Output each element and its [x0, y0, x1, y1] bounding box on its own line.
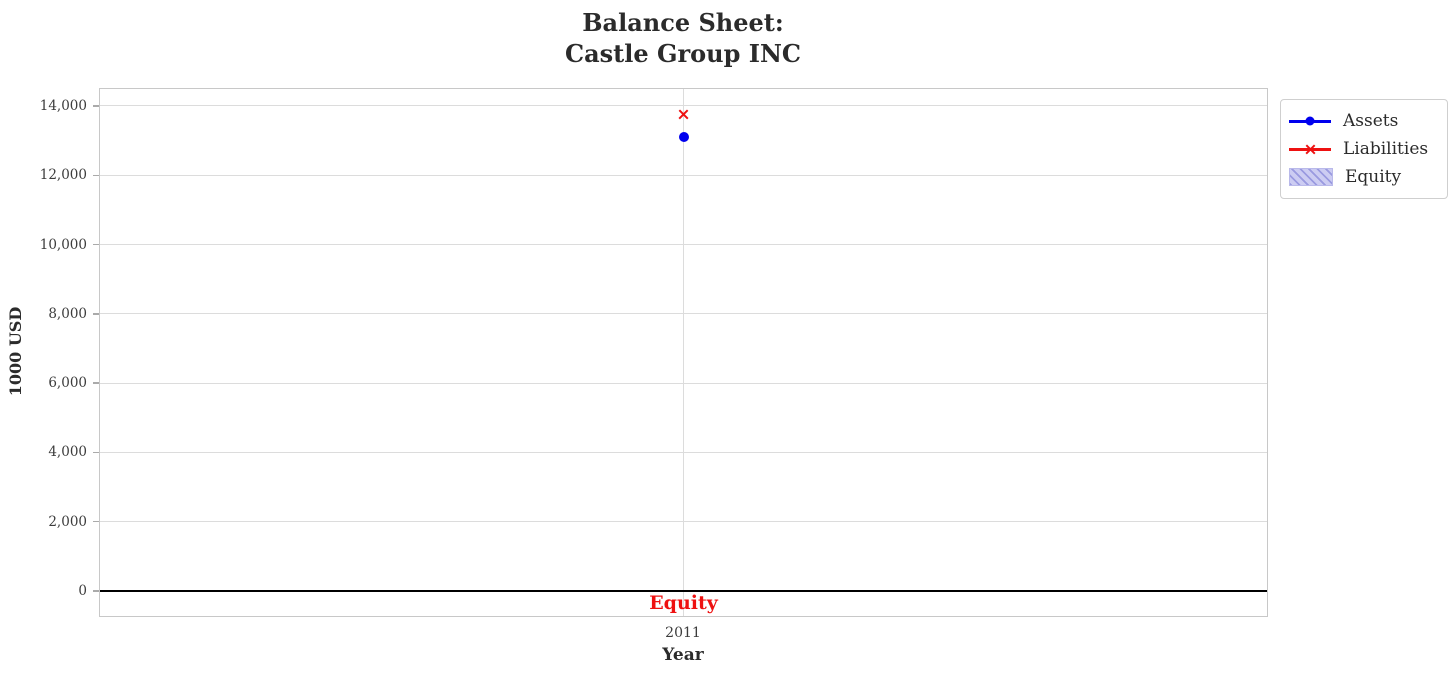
equity-annotation: Equity [649, 591, 718, 614]
chart-title-line1: Balance Sheet: [582, 8, 784, 37]
y-tick-label-2,000: 2,000 [48, 513, 87, 530]
y-tick-mark-10,000 [93, 243, 99, 246]
legend-label-liabilities: Liabilities [1343, 139, 1429, 159]
y-tick-mark-4,000 [93, 451, 99, 454]
x-axis-label: Year [662, 645, 704, 665]
gridline-v-2011 [683, 89, 684, 616]
y-tick-label-8,000: 8,000 [48, 305, 87, 322]
plot-area: Equity [99, 88, 1268, 617]
y-tick-label-12,000: 12,000 [39, 167, 87, 184]
y-tick-mark-0 [93, 590, 99, 592]
legend-item-liabilities: Liabilities [1289, 135, 1439, 163]
legend-label-assets: Assets [1343, 111, 1399, 131]
chart-title-line2: Castle Group INC [565, 39, 801, 68]
liabilities-data-point [678, 109, 689, 120]
y-tick-label-10,000: 10,000 [39, 236, 87, 253]
legend-item-assets: Assets [1289, 107, 1439, 135]
y-tick-label-14,000: 14,000 [39, 97, 87, 114]
assets-line-swatch [1289, 116, 1331, 126]
y-axis: 0 2,000 4,000 6,000 8,000 10,000 12,000 14,000 [0, 89, 99, 616]
chart-title: Balance Sheet: Castle Group INC [565, 7, 801, 69]
y-tick-mark-8,000 [93, 313, 99, 315]
liabilities-x-marker-icon [1305, 144, 1316, 155]
y-tick-mark-6,000 [93, 382, 99, 384]
assets-circle-marker-icon [1305, 116, 1315, 126]
assets-data-point [678, 132, 689, 143]
zero-line [100, 589, 1267, 593]
legend-item-equity: Equity [1289, 163, 1439, 191]
liabilities-line-swatch [1289, 147, 1331, 151]
legend: Assets Liabilities Equity [1280, 99, 1448, 199]
equity-hatch-swatch [1289, 168, 1333, 186]
y-tick-mark-12,000 [93, 174, 99, 176]
x-tick-label-2011: 2011 [665, 625, 701, 641]
legend-label-equity: Equity [1345, 167, 1402, 187]
y-tick-mark-2,000 [93, 520, 99, 523]
y-tick-label-6,000: 6,000 [48, 375, 87, 392]
y-tick-label-4,000: 4,000 [48, 444, 87, 461]
y-tick-mark-14,000 [93, 105, 99, 107]
y-tick-label-0: 0 [78, 582, 87, 599]
